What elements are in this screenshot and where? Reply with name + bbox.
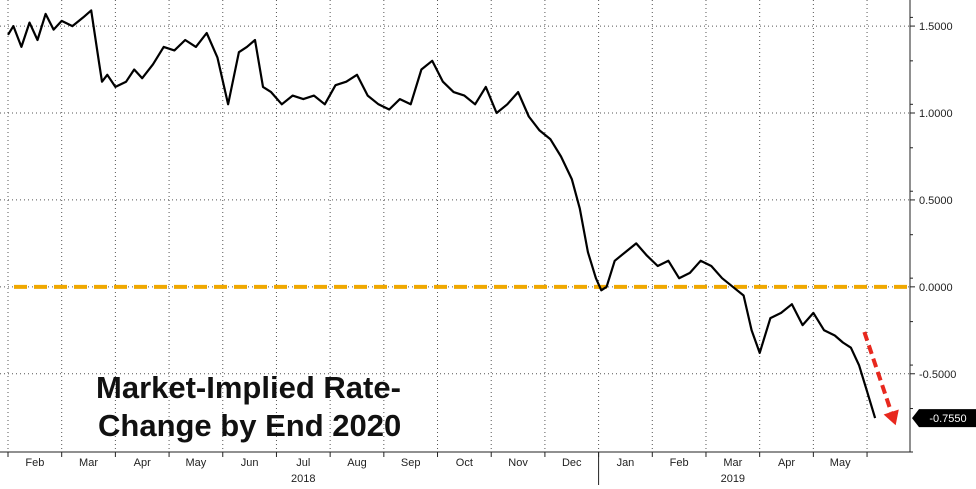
chart-title-line-2: Change by End 2020 bbox=[98, 408, 401, 443]
y-tick-label: -0.5000 bbox=[919, 369, 956, 381]
x-tick-label: Apr bbox=[778, 457, 795, 469]
x-tick-label: May bbox=[186, 457, 207, 469]
y-axis: 1.5000 1.0000 0.5000 0.0000 -0.5000 bbox=[910, 16, 956, 453]
last-value-group: -0.7550 bbox=[912, 409, 976, 428]
x-tick-label: May bbox=[830, 457, 851, 469]
x-tick-label: Jan bbox=[617, 457, 635, 469]
x-year-label-2018: 2018 bbox=[291, 473, 315, 485]
y-tick-label: 1.5000 bbox=[919, 21, 953, 33]
x-tick-label: Nov bbox=[508, 457, 528, 469]
trend-arrow-group bbox=[862, 331, 899, 426]
x-axis: Feb Mar Apr May Jun Jul Aug Sep Oct Nov Dec Jan Feb M… bbox=[7, 452, 868, 485]
y-tick-label: 0.0000 bbox=[919, 282, 953, 294]
x-tick-label: Sep bbox=[401, 457, 421, 469]
x-tick-label: Mar bbox=[79, 457, 98, 469]
x-tick-label: Feb bbox=[670, 457, 689, 469]
x-tick-label: Oct bbox=[456, 457, 473, 469]
x-tick-label: Jun bbox=[241, 457, 259, 469]
x-tick-label: Mar bbox=[723, 457, 742, 469]
y-tick-label: 0.5000 bbox=[919, 195, 953, 207]
x-tick-label: Feb bbox=[25, 457, 44, 469]
last-value-badge bbox=[912, 409, 976, 428]
x-tick-label: Apr bbox=[134, 457, 151, 469]
trend-arrow-head bbox=[883, 409, 899, 426]
x-tick-label: Dec bbox=[562, 457, 582, 469]
x-year-label-2019: 2019 bbox=[721, 473, 745, 485]
chart-title-line-1: Market-Implied Rate- bbox=[96, 370, 401, 405]
x-tick-label: Jul bbox=[296, 457, 310, 469]
series-line bbox=[7, 9, 877, 419]
last-value-label: -0.7550 bbox=[929, 413, 966, 425]
series-group bbox=[7, 9, 877, 419]
trend-arrow-shaft bbox=[862, 331, 894, 413]
y-tick-label: 1.0000 bbox=[919, 108, 953, 120]
x-tick-label: Aug bbox=[347, 457, 367, 469]
gridlines bbox=[0, 0, 910, 452]
